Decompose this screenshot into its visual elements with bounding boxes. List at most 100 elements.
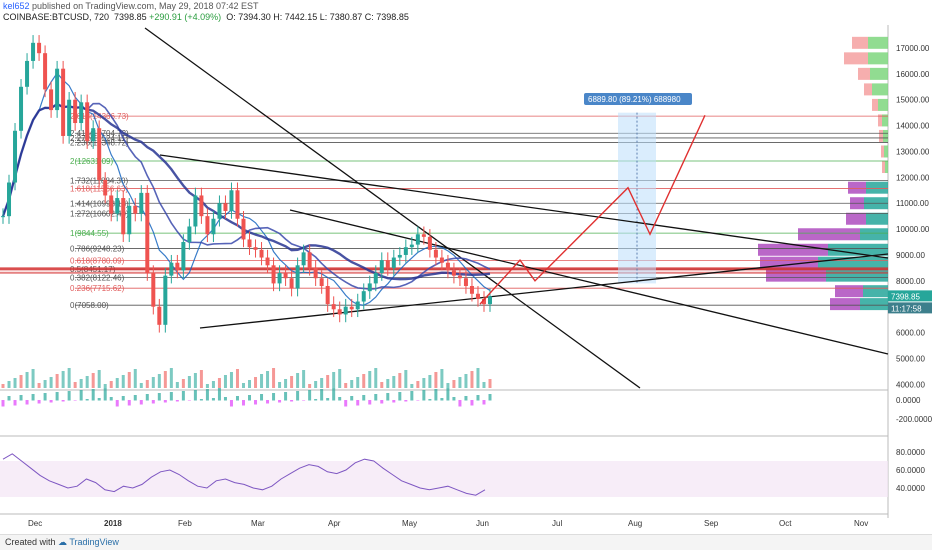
price-axis-label: 15000.00 [896,96,930,105]
macd-bar [398,392,402,401]
volume-bar [115,378,119,388]
volume-profile-sell [758,243,828,256]
volume-profile-sell [882,161,885,174]
time-axis-label: Feb [178,519,192,528]
rsi-axis-label: 40.0000 [896,484,925,493]
time-axis-label: Oct [779,519,792,528]
volume-bar [211,381,215,388]
macd-bar [121,396,125,401]
last-price-tag [888,290,932,302]
macd-bar [362,395,366,401]
volume-bar [284,379,288,388]
volume-bar [229,372,233,388]
candle-body [349,306,354,310]
macd-bar [85,399,89,401]
macd-bar [428,399,432,401]
author-link[interactable]: kel652 [3,1,30,11]
macd-bar [205,389,209,401]
candle-body [325,286,330,305]
volume-bar [127,372,131,388]
candle-body [157,306,162,325]
last-price: 7398.85 [114,12,147,22]
macd-bar [103,388,107,401]
candle-body [73,99,78,124]
volume-profile-buy [884,145,888,158]
macd-bar [320,389,324,401]
volume-profile-buy [878,98,888,111]
volume-bar [73,382,77,388]
time-axis-label: Jul [552,519,562,528]
candle-body [187,226,192,243]
macd-bar [446,388,450,401]
fib-level-label: 1.414(10998.18) [70,199,129,208]
fib-level-label: 0.382(8122.46) [70,274,125,283]
candle-body [181,242,186,271]
candle-body [415,234,420,245]
time-axis-label: Apr [328,519,341,528]
candle-body [463,278,468,287]
volume-bar [392,376,396,388]
macd-bar [127,400,131,406]
macd-bar [109,397,113,401]
volume-profile-sell [844,52,868,65]
candle-body [343,306,348,315]
volume-bar [476,368,480,388]
candle-body [379,260,384,274]
volume-profile-buy [860,298,888,311]
candle-body [421,234,426,237]
volume-bar [49,377,53,388]
volume-bar [235,369,239,388]
candle-body [277,273,282,284]
volume-bar [145,380,149,388]
candle-body [361,291,366,302]
tradingview-logo[interactable]: ☁ TradingView [58,537,119,548]
macd-bar [169,392,173,401]
symbol-label: COINBASE:BTCUSD, 720 [3,12,110,22]
candle-body [457,275,462,279]
volume-bar [13,378,17,388]
candle-body [25,60,30,87]
macd-bar [434,389,438,401]
candle-body [427,236,432,250]
candle-body [103,179,108,196]
candle-body [169,262,174,276]
volume-bar [193,373,197,388]
price-axis-bg [888,25,932,534]
volume-bar [175,382,179,388]
candle-body [199,195,204,217]
macd-bar [356,400,360,406]
candle-body [403,247,408,255]
candle-body [205,216,210,235]
volume-profile-sell [766,269,826,282]
macd-bar [302,400,306,401]
macd-bar [163,400,167,403]
macd-bar [296,391,300,401]
volume-bar [163,371,167,388]
volume-bar [458,377,462,388]
macd-bar [284,392,288,401]
fib-level-label: 1(9844.55) [70,229,109,238]
macd-bar [49,400,53,403]
fib-level-label: 0(7058.00) [70,301,109,310]
volume-profile-sell [858,67,870,80]
candle-body [31,42,36,61]
volume-bar [302,370,306,388]
macd-bar [145,394,149,401]
volume-bar [452,380,456,388]
fib-level-label: 0.618(8780.09) [70,257,125,266]
macd-bar [1,400,5,407]
macd-bar [199,399,203,401]
volume-bar [386,379,390,388]
macd-bar [61,400,65,402]
macd-bar [175,400,179,402]
volume-bar [332,372,336,388]
volume-bar [61,371,65,388]
candle-body [451,270,456,276]
measure-label: 6889.80 (89.21%) 688980 [588,95,681,104]
macd-bar [55,392,59,401]
macd-bar [133,395,137,401]
volume-profile-sell [879,129,883,142]
volume-bar [488,379,492,388]
volume-bar [482,382,486,388]
